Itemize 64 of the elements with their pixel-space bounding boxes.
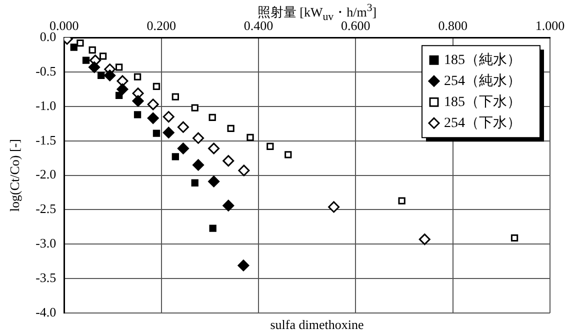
point: [162, 111, 174, 123]
point: [162, 126, 174, 138]
legend-label: 254（下水）: [444, 114, 521, 131]
x-tick-label: 0.800: [438, 18, 468, 34]
point: [152, 82, 160, 90]
point: [192, 132, 204, 144]
point: [192, 159, 204, 171]
x-tick-label: 0.400: [244, 18, 274, 34]
point: [208, 176, 220, 188]
point: [222, 155, 234, 167]
point: [222, 200, 234, 212]
point: [88, 46, 96, 54]
point: [82, 56, 90, 64]
point: [398, 197, 406, 204]
point: [208, 142, 220, 154]
point: [284, 151, 292, 158]
y-tick-label: -2.5: [36, 201, 56, 216]
point: [116, 92, 123, 100]
point: [152, 130, 160, 137]
point: [76, 40, 84, 47]
point: [99, 52, 107, 60]
point: [246, 134, 254, 142]
point: [191, 179, 198, 186]
legend-label: 185（純水）: [444, 52, 521, 68]
point: [510, 234, 518, 242]
point: [132, 95, 144, 107]
point: [177, 121, 189, 133]
legend-label: 254（純水）: [444, 72, 521, 89]
x-tick-label: 0.600: [341, 18, 370, 34]
point: [98, 72, 105, 80]
point: [208, 114, 216, 122]
point: [116, 75, 128, 87]
point: [209, 224, 216, 232]
point: [238, 260, 250, 272]
y-tick-label: -0.5: [36, 63, 56, 78]
legend-label: 185（下水）: [444, 94, 521, 110]
y-tick-label: -3.0: [36, 236, 56, 251]
point: [70, 44, 78, 51]
y-tick-label: -3.5: [36, 270, 56, 285]
x-tick-label: 1.000: [535, 18, 565, 34]
x-tick-label: 0.200: [146, 18, 176, 34]
point: [104, 70, 116, 82]
point: [238, 164, 250, 176]
point: [172, 93, 180, 100]
point: [134, 111, 142, 118]
y-tick-label: -2.0: [36, 166, 56, 182]
point: [147, 112, 159, 124]
point: [134, 73, 142, 80]
point: [172, 153, 180, 160]
point: [116, 83, 128, 95]
point: [88, 61, 100, 73]
y-axis-title: log(Ct/Co) [-]: [7, 139, 22, 212]
y-tick-label: -1.0: [36, 98, 56, 113]
y-tick-label: -4.0: [36, 304, 56, 320]
point: [147, 98, 159, 110]
point: [266, 142, 274, 150]
point: [227, 124, 234, 132]
text: sulfa dimethoxine: [269, 317, 365, 333]
point: [328, 201, 340, 213]
point: [116, 64, 123, 71]
point: [418, 234, 430, 246]
point: [191, 104, 198, 112]
y-tick-label: -1.5: [36, 132, 56, 148]
point: [177, 142, 189, 154]
